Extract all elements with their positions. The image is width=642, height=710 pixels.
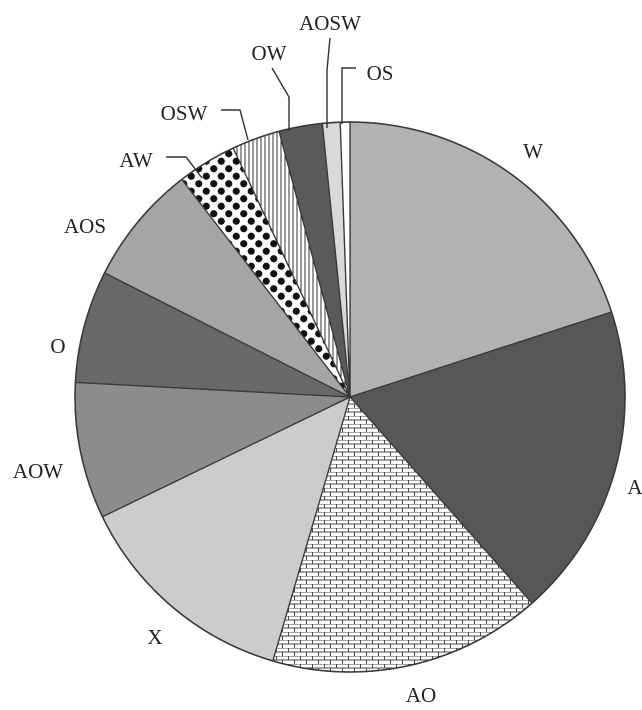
slice-label-o: O bbox=[50, 334, 65, 358]
slice-label-aow: AOW bbox=[13, 459, 63, 483]
leader-line-aw bbox=[166, 156, 203, 179]
slice-label-ow: OW bbox=[252, 41, 287, 65]
slice-label-os: OS bbox=[367, 61, 394, 85]
leader-line-osw bbox=[221, 109, 249, 141]
pie-outline bbox=[74, 121, 626, 673]
pie-slices bbox=[74, 121, 626, 673]
slice-label-aw: AW bbox=[119, 148, 152, 172]
leader-line-ow bbox=[271, 67, 290, 131]
leader-line-aosw bbox=[326, 37, 331, 128]
slice-label-ao: AO bbox=[406, 683, 436, 705]
slice-label-aosw: AOSW bbox=[299, 11, 361, 35]
slice-label-x: X bbox=[147, 625, 162, 649]
leader-line-os bbox=[341, 67, 356, 124]
slice-label-aos: AOS bbox=[64, 214, 106, 238]
slice-label-a: A bbox=[627, 475, 642, 499]
slice-label-w: W bbox=[523, 139, 543, 163]
pie-labels: W A AO X AOW O AOS AW OSW OW AOSW OS bbox=[13, 11, 642, 707]
slice-label-osw: OSW bbox=[161, 101, 208, 125]
pie-leader-lines bbox=[166, 37, 356, 179]
